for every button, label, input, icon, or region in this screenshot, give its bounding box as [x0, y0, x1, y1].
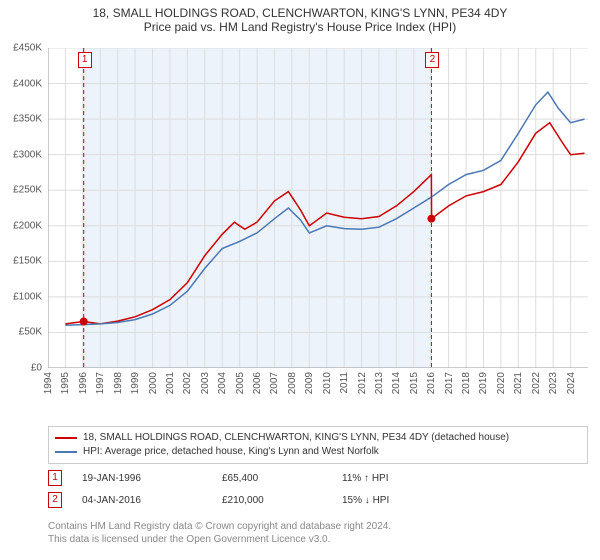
event-row: 2 04-JAN-2016 £210,000 15% ↓ HPI [48, 492, 588, 508]
legend-swatch [55, 451, 77, 453]
x-axis-label: 1998 [113, 372, 124, 394]
legend-swatch [55, 437, 77, 439]
x-axis-label: 1997 [95, 372, 106, 394]
x-axis-label: 2009 [304, 372, 315, 394]
title-line-1: 18, SMALL HOLDINGS ROAD, CLENCHWARTON, K… [0, 6, 600, 20]
event-date: 04-JAN-2016 [82, 495, 192, 506]
legend-box: 18, SMALL HOLDINGS ROAD, CLENCHWARTON, K… [48, 426, 588, 464]
x-axis-label: 2023 [548, 372, 559, 394]
event-delta: 11% ↑ HPI [342, 473, 389, 484]
y-axis-label: £250K [13, 185, 42, 196]
x-axis-label: 2016 [426, 372, 437, 394]
y-axis-label: £150K [13, 256, 42, 267]
title-line-2: Price paid vs. HM Land Registry's House … [0, 20, 600, 34]
legend-label: 18, SMALL HOLDINGS ROAD, CLENCHWARTON, K… [83, 431, 509, 445]
x-axis-label: 2014 [391, 372, 402, 394]
line-chart [48, 48, 588, 368]
x-axis-label: 2007 [269, 372, 280, 394]
x-axis-label: 2006 [252, 372, 263, 394]
event-row: 1 19-JAN-1996 £65,400 11% ↑ HPI [48, 470, 588, 486]
x-axis-label: 1995 [60, 372, 71, 394]
x-axis-label: 2000 [148, 372, 159, 394]
y-axis-label: £200K [13, 220, 42, 231]
x-axis-label: 2008 [287, 372, 298, 394]
y-axis-label: £400K [13, 78, 42, 89]
y-axis-label: £100K [13, 291, 42, 302]
legend-label: HPI: Average price, detached house, King… [83, 445, 379, 459]
x-axis-label: 1994 [43, 372, 54, 394]
event-price: £65,400 [222, 473, 312, 484]
x-axis-label: 1999 [130, 372, 141, 394]
x-axis-label: 2005 [235, 372, 246, 394]
x-axis-label: 2003 [200, 372, 211, 394]
chart-marker-2: 2 [425, 52, 439, 68]
x-axis-label: 2004 [217, 372, 228, 394]
y-axis-label: £350K [13, 114, 42, 125]
chart-container: 18, SMALL HOLDINGS ROAD, CLENCHWARTON, K… [0, 0, 600, 560]
x-axis-label: 2024 [566, 372, 577, 394]
legend-area: 18, SMALL HOLDINGS ROAD, CLENCHWARTON, K… [48, 426, 588, 464]
x-axis-label: 2001 [165, 372, 176, 394]
y-axis-label: £300K [13, 149, 42, 160]
title-area: 18, SMALL HOLDINGS ROAD, CLENCHWARTON, K… [0, 0, 600, 34]
event-marker-box: 2 [48, 492, 62, 508]
event-marker-box: 1 [48, 470, 62, 486]
footnote-line-2: This data is licensed under the Open Gov… [48, 533, 391, 546]
y-axis-label: £0 [31, 363, 42, 374]
events-area: 1 19-JAN-1996 £65,400 11% ↑ HPI 2 04-JAN-2016… [48, 470, 588, 514]
legend-item: HPI: Average price, detached house, King… [55, 445, 581, 459]
chart-marker-1: 1 [78, 52, 92, 68]
event-delta: 15% ↓ HPI [342, 495, 389, 506]
x-axis-label: 2021 [513, 372, 524, 394]
x-axis-label: 2011 [339, 372, 350, 394]
x-axis-label: 2015 [409, 372, 420, 394]
x-axis-label: 2012 [357, 372, 368, 394]
footnote-line-1: Contains HM Land Registry data © Crown c… [48, 520, 391, 533]
x-axis-label: 2020 [496, 372, 507, 394]
y-axis-label: £450K [13, 43, 42, 54]
y-axis-label: £50K [19, 327, 42, 338]
x-axis-label: 2002 [182, 372, 193, 394]
event-price: £210,000 [222, 495, 312, 506]
chart-area: £0£50K£100K£150K£200K£250K£300K£350K£400… [48, 48, 588, 388]
legend-item: 18, SMALL HOLDINGS ROAD, CLENCHWARTON, K… [55, 431, 581, 445]
x-axis-label: 2022 [531, 372, 542, 394]
x-axis-label: 2017 [444, 372, 455, 394]
footnote: Contains HM Land Registry data © Crown c… [48, 520, 391, 546]
x-axis-label: 2010 [322, 372, 333, 394]
event-date: 19-JAN-1996 [82, 473, 192, 484]
x-axis-label: 1996 [78, 372, 89, 394]
x-axis-label: 2013 [374, 372, 385, 394]
x-axis-label: 2019 [478, 372, 489, 394]
x-axis-label: 2018 [461, 372, 472, 394]
